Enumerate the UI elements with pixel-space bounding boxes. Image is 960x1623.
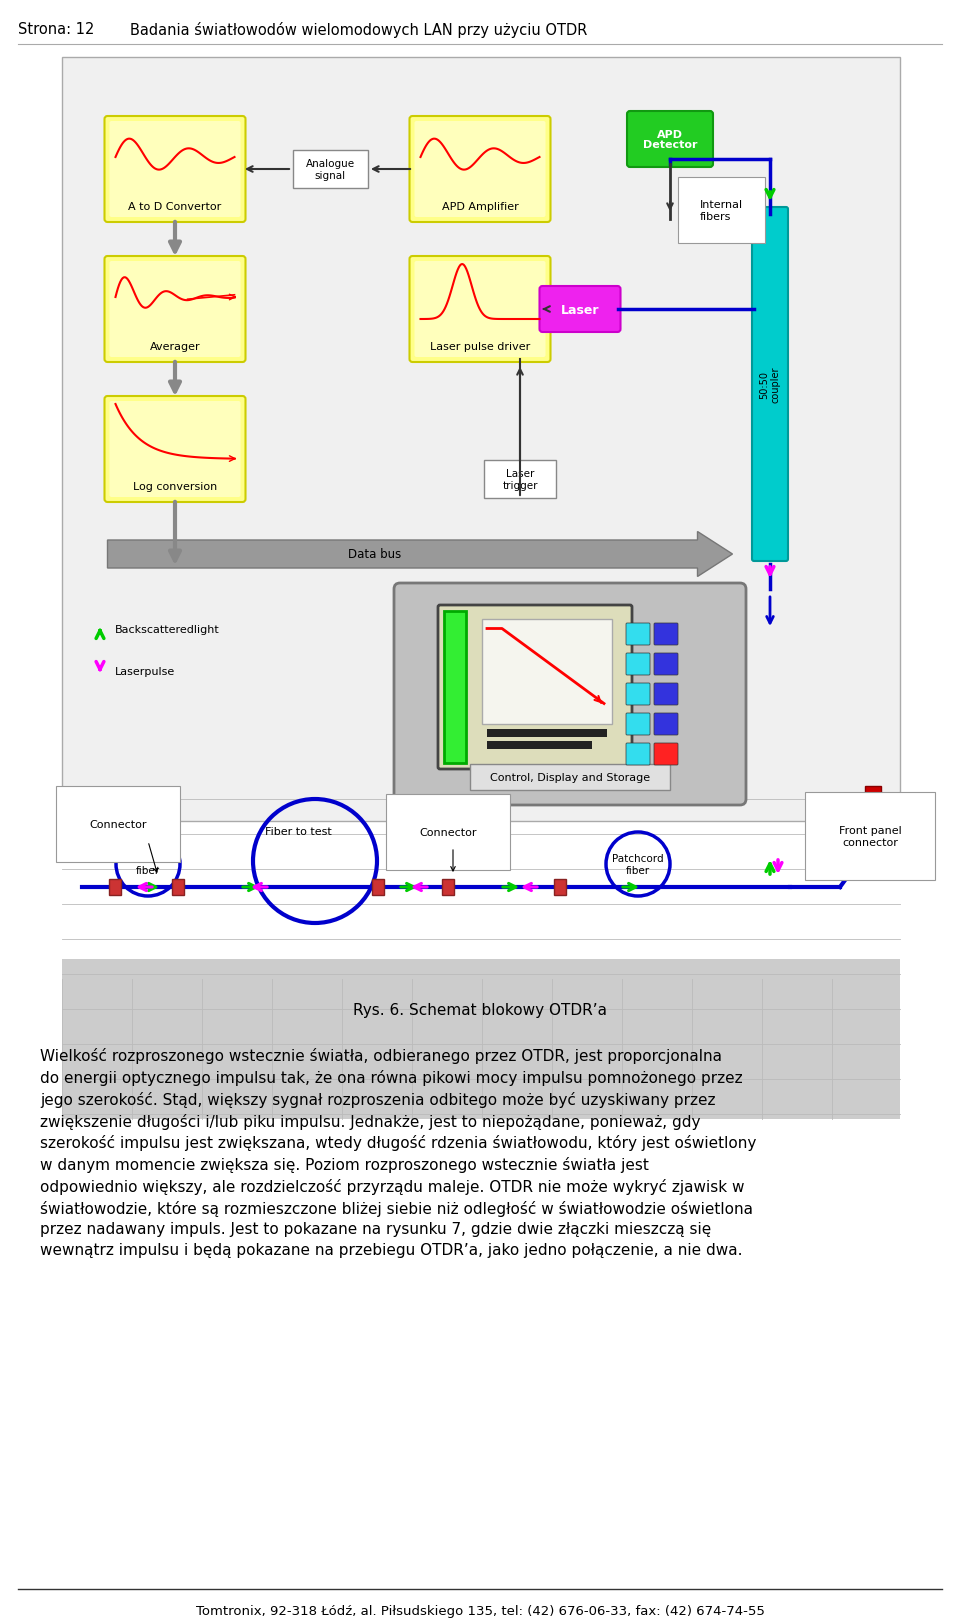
Text: Laser: Laser bbox=[561, 304, 599, 316]
FancyBboxPatch shape bbox=[410, 256, 550, 364]
FancyBboxPatch shape bbox=[109, 122, 241, 217]
Text: Patchcord
fiber: Patchcord fiber bbox=[612, 854, 663, 875]
Text: Front panel
connector: Front panel connector bbox=[839, 826, 901, 847]
Text: APD Amplifier: APD Amplifier bbox=[442, 201, 518, 213]
Text: Tomtronix, 92-318 Łódź, al. Piłsudskiego 135, tel: (42) 676-06-33, fax: (42) 674: Tomtronix, 92-318 Łódź, al. Piłsudskiego… bbox=[196, 1604, 764, 1617]
FancyBboxPatch shape bbox=[438, 605, 632, 769]
Text: Laser pulse driver: Laser pulse driver bbox=[430, 342, 530, 352]
Text: Data bus: Data bus bbox=[348, 549, 401, 562]
Text: Averager: Averager bbox=[150, 342, 201, 352]
FancyBboxPatch shape bbox=[627, 112, 713, 167]
FancyBboxPatch shape bbox=[105, 117, 246, 222]
Text: Backscatteredlight: Backscatteredlight bbox=[115, 625, 220, 635]
Text: Control, Display and Storage: Control, Display and Storage bbox=[490, 773, 650, 782]
Text: Strona: 12: Strona: 12 bbox=[18, 23, 94, 37]
FancyBboxPatch shape bbox=[394, 584, 746, 805]
FancyBboxPatch shape bbox=[415, 122, 545, 217]
FancyBboxPatch shape bbox=[654, 743, 678, 766]
Bar bbox=[372, 880, 384, 896]
FancyBboxPatch shape bbox=[109, 261, 241, 357]
Bar bbox=[62, 959, 900, 1120]
FancyBboxPatch shape bbox=[626, 623, 650, 646]
Bar bbox=[442, 880, 454, 896]
FancyBboxPatch shape bbox=[626, 714, 650, 735]
Bar bbox=[470, 764, 670, 790]
FancyBboxPatch shape bbox=[415, 261, 545, 357]
Bar bbox=[109, 880, 121, 896]
Bar bbox=[554, 880, 566, 896]
Text: Badania światłowodów wielomodowych LAN przy użyciu OTDR: Badania światłowodów wielomodowych LAN p… bbox=[130, 23, 588, 37]
Text: Patchcord
fiber: Patchcord fiber bbox=[122, 854, 174, 875]
Bar bbox=[487, 742, 592, 750]
Text: Wielkość rozproszonego wstecznie światła, odbieranego przez OTDR, jest proporcjo: Wielkość rozproszonego wstecznie światła… bbox=[40, 1047, 756, 1256]
Text: Log conversion: Log conversion bbox=[132, 482, 217, 492]
FancyBboxPatch shape bbox=[626, 654, 650, 675]
Text: Analogue
signal: Analogue signal bbox=[305, 159, 354, 180]
Bar bbox=[482, 618, 612, 724]
FancyBboxPatch shape bbox=[540, 287, 620, 333]
FancyBboxPatch shape bbox=[626, 743, 650, 766]
FancyBboxPatch shape bbox=[105, 256, 246, 364]
Text: APD: APD bbox=[657, 130, 683, 140]
Text: A to D Convertor: A to D Convertor bbox=[129, 201, 222, 213]
FancyBboxPatch shape bbox=[752, 208, 788, 562]
Bar bbox=[444, 612, 466, 763]
Text: Internal
fibers: Internal fibers bbox=[700, 200, 743, 221]
Bar bbox=[484, 461, 556, 498]
FancyArrow shape bbox=[108, 532, 732, 578]
Text: Detector: Detector bbox=[643, 140, 697, 149]
FancyBboxPatch shape bbox=[105, 396, 246, 503]
Text: Fiber to test: Fiber to test bbox=[265, 826, 331, 836]
FancyBboxPatch shape bbox=[410, 117, 550, 222]
Text: Laserpulse: Laserpulse bbox=[115, 667, 176, 677]
Text: 50:50
coupler: 50:50 coupler bbox=[759, 367, 780, 403]
Bar bbox=[172, 880, 184, 896]
FancyBboxPatch shape bbox=[626, 683, 650, 706]
Text: Connector: Connector bbox=[89, 820, 147, 829]
FancyBboxPatch shape bbox=[654, 623, 678, 646]
FancyBboxPatch shape bbox=[109, 403, 241, 498]
Bar bbox=[865, 787, 881, 802]
Bar bbox=[293, 151, 368, 188]
FancyBboxPatch shape bbox=[654, 683, 678, 706]
Bar bbox=[487, 729, 607, 737]
FancyBboxPatch shape bbox=[654, 714, 678, 735]
Text: Connector: Connector bbox=[420, 828, 477, 837]
Bar bbox=[62, 58, 900, 821]
Text: Laser
trigger: Laser trigger bbox=[502, 469, 538, 490]
Text: Rys. 6. Schemat blokowy OTDR’a: Rys. 6. Schemat blokowy OTDR’a bbox=[353, 1003, 607, 1018]
FancyBboxPatch shape bbox=[654, 654, 678, 675]
